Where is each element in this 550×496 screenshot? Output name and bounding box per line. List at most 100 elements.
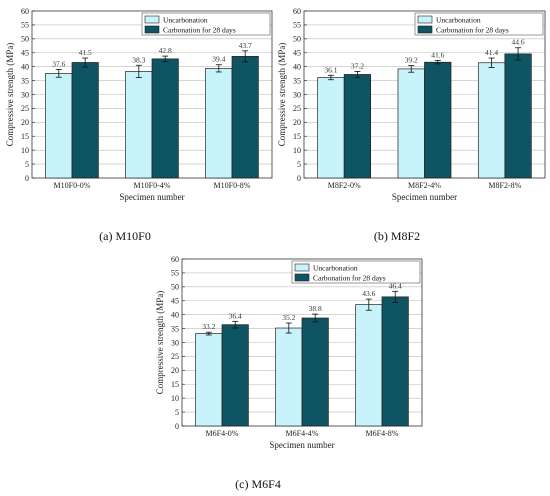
bar-uncarbonation-1 <box>317 77 345 179</box>
x-tick-label: M8F2-0% <box>328 181 361 190</box>
y-tick-label: 5 <box>297 160 301 169</box>
y-tick-label: 35 <box>171 324 179 333</box>
bar-uncarbonation-2 <box>397 68 425 179</box>
bar-carbonation-2 <box>151 58 179 179</box>
y-tick-label: 40 <box>171 310 179 319</box>
y-tick-label: 20 <box>171 366 179 375</box>
y-tick-label: 35 <box>293 76 301 85</box>
data-label: 41.5 <box>79 48 92 57</box>
y-tick-label: 0 <box>297 174 301 183</box>
y-tick-label: 45 <box>21 49 29 58</box>
y-tick-label: 40 <box>293 62 301 71</box>
bar-uncarbonation-3 <box>477 62 506 179</box>
panel-caption: (b) M8F2 <box>374 229 420 243</box>
chart-panel-m10f0: 0 5 10 15 20 25 30 35 40 45 50 55 60 37.6 41.5 M10F0-0%… <box>5 7 273 243</box>
y-tick-label: 55 <box>21 21 29 30</box>
legend-box <box>414 12 544 36</box>
data-label: 38.8 <box>309 304 322 313</box>
y-tick-label: 55 <box>171 269 179 278</box>
legend-swatch <box>417 25 433 34</box>
data-label: 42.8 <box>159 46 172 55</box>
y-tick-label: 25 <box>171 352 179 361</box>
y-tick-label: 5 <box>25 160 29 169</box>
y-tick-label: 10 <box>171 394 179 403</box>
y-tick-label: 15 <box>171 380 179 389</box>
x-tick-label: M10F0-4% <box>134 181 171 190</box>
panel-caption: (a) M10F0 <box>99 229 151 243</box>
legend-label: Carbonation for 28 days <box>436 26 509 35</box>
data-label: 39.2 <box>405 56 418 65</box>
bar-uncarbonation-1 <box>195 333 223 427</box>
y-tick-label: 0 <box>175 422 179 431</box>
y-tick-label: 45 <box>293 49 301 58</box>
y-tick-label: 30 <box>293 90 301 99</box>
chart-panel-m6f4: 0 5 10 15 20 25 30 35 40 45 50 55 60 33.2 36.4 M6F4-0% 3… <box>155 255 423 491</box>
caption-name: M6F4 <box>251 477 280 491</box>
legend-swatch <box>144 15 160 24</box>
y-tick-label: 30 <box>171 338 179 347</box>
caption-prefix: (c) <box>235 477 251 491</box>
bar-uncarbonation-1 <box>45 72 73 179</box>
panel-caption: (c) M6F4 <box>235 477 281 491</box>
data-label: 36.1 <box>324 65 337 74</box>
bar-carbonation-3 <box>381 296 409 427</box>
legend-label: Carbonation for 28 days <box>163 26 236 35</box>
x-tick-label: M6F4-8% <box>366 429 399 438</box>
y-tick-label: 10 <box>21 146 29 155</box>
data-label: 36.4 <box>229 311 242 320</box>
bar-uncarbonation-3 <box>205 67 233 179</box>
caption-name: M10F0 <box>115 229 150 243</box>
data-label: 43.6 <box>362 289 375 298</box>
data-label: 46.4 <box>389 281 402 290</box>
data-label: 39.4 <box>212 55 225 64</box>
data-label: 41.4 <box>485 48 498 57</box>
data-label: 41.6 <box>431 51 444 60</box>
x-tick-label: M10F0-8% <box>214 181 251 190</box>
y-tick-label: 15 <box>293 132 301 141</box>
y-tick-label: 60 <box>171 255 179 264</box>
data-label: 44.6 <box>512 38 525 47</box>
x-tick-label: M6F4-4% <box>286 429 319 438</box>
legend-label: Uncarbonation <box>436 16 481 25</box>
bar-carbonation-2 <box>424 61 452 179</box>
y-axis-label: Compressive strength (MPa) <box>155 291 165 395</box>
y-tick-label: 30 <box>21 90 29 99</box>
y-tick-label: 55 <box>293 21 301 30</box>
legend-swatch <box>144 25 160 34</box>
y-tick-label: 0 <box>25 174 29 183</box>
bar-carbonation-3 <box>231 56 259 179</box>
y-tick-label: 50 <box>293 35 301 44</box>
y-tick-label: 40 <box>21 62 29 71</box>
data-label: 43.7 <box>239 41 252 50</box>
y-tick-label: 50 <box>171 283 179 292</box>
y-tick-label: 60 <box>293 7 301 16</box>
x-axis-label: Specimen number <box>269 440 334 450</box>
legend-swatch <box>294 273 310 282</box>
y-tick-label: 5 <box>175 408 179 417</box>
x-tick-label: M8F2-4% <box>408 181 441 190</box>
x-tick-label: M8F2-8% <box>488 181 521 190</box>
data-label: 33.2 <box>202 322 215 331</box>
data-label: 37.2 <box>351 61 364 70</box>
data-label: 38.3 <box>132 55 145 64</box>
data-label: 37.6 <box>52 59 65 68</box>
y-axis-label: Compressive strength (MPa) <box>5 43 15 147</box>
legend-box <box>141 12 271 36</box>
legend-swatch <box>417 15 433 24</box>
y-tick-label: 50 <box>21 35 29 44</box>
bar-carbonation-2 <box>301 317 329 427</box>
y-tick-label: 60 <box>21 7 29 16</box>
y-tick-label: 20 <box>293 118 301 127</box>
x-tick-label: M10F0-0% <box>54 181 91 190</box>
y-tick-label: 15 <box>21 132 29 141</box>
y-axis-label: Compressive strength (MPa) <box>277 43 287 147</box>
y-tick-label: 25 <box>21 104 29 113</box>
legend-label: Carbonation for 28 days <box>313 274 386 283</box>
legend-label: Uncarbonation <box>163 16 208 25</box>
caption-prefix: (b) <box>374 229 391 243</box>
bar-uncarbonation-2 <box>275 327 303 427</box>
bar-uncarbonation-3 <box>355 304 383 427</box>
bar-carbonation-1 <box>221 324 249 427</box>
y-tick-label: 35 <box>21 76 29 85</box>
